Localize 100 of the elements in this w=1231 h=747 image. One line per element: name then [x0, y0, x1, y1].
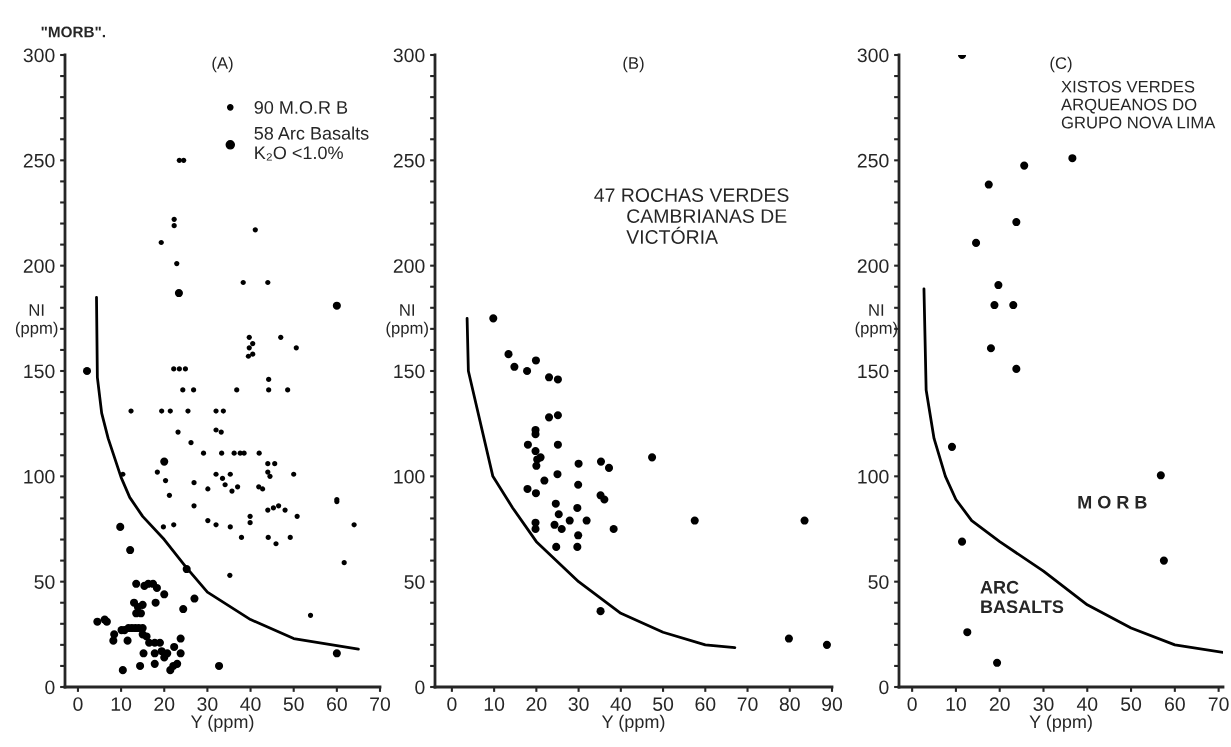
point	[173, 659, 182, 668]
y-tick-label: 150	[24, 364, 55, 379]
point	[138, 600, 147, 609]
x-tick-label: 0	[907, 697, 917, 711]
y-tick-label: 100	[858, 469, 889, 484]
point	[332, 649, 341, 658]
point	[963, 628, 972, 637]
point	[332, 301, 341, 310]
point	[552, 542, 561, 551]
x-tick-label: 40	[1076, 697, 1098, 711]
x-tick-label: 60	[327, 697, 347, 711]
point	[582, 516, 591, 525]
point	[990, 301, 999, 310]
x-tick-label: 10	[946, 697, 966, 711]
x-tick-label: 40	[240, 697, 261, 711]
x-tick-label: 50	[283, 697, 304, 711]
x-tick-label: 0	[73, 697, 83, 711]
point	[1012, 364, 1021, 373]
point	[822, 640, 831, 649]
point	[553, 470, 562, 479]
x-tick-label: 20	[526, 697, 547, 711]
point	[540, 476, 549, 485]
y-axis-title: NI (ppm)	[855, 304, 898, 338]
point	[150, 649, 159, 658]
point	[596, 457, 606, 466]
point	[523, 484, 532, 494]
point	[573, 542, 582, 551]
point	[152, 583, 161, 593]
point	[800, 516, 809, 525]
point	[176, 649, 185, 658]
y-tick-label: 100	[394, 469, 425, 484]
chart-title: (C)	[1050, 56, 1072, 73]
point	[1159, 556, 1168, 565]
y-tick-label: 0	[879, 680, 889, 695]
x-tick-label: 80	[779, 697, 800, 711]
point	[160, 590, 169, 599]
y-tick-label: 100	[24, 469, 55, 484]
x-axis-title: Y (ppm)	[601, 714, 665, 732]
point	[139, 649, 148, 658]
point	[553, 375, 562, 384]
x-tick-label: 70	[737, 697, 758, 711]
point	[151, 598, 160, 607]
point	[132, 579, 141, 588]
point	[523, 440, 532, 449]
y-tick-label: 300	[393, 48, 425, 63]
point	[179, 605, 188, 614]
chart-title: (B)	[623, 56, 644, 73]
point	[972, 238, 981, 247]
point	[136, 661, 145, 670]
point	[174, 289, 183, 298]
point	[1156, 471, 1165, 480]
point	[986, 344, 995, 353]
point	[531, 489, 540, 498]
point	[150, 659, 159, 668]
x-tick-label: 50	[653, 697, 674, 711]
x-tick-label: 30	[1033, 697, 1054, 711]
point	[160, 457, 169, 466]
x-axis-title: Y (ppm)	[190, 714, 254, 732]
point	[489, 314, 498, 323]
point	[504, 350, 513, 359]
annotation: 47 ROCHAS VERDES CAMBRIANAS DE VICTÓRIA	[594, 188, 789, 244]
y-tick-label: 50	[404, 575, 425, 589]
point	[532, 461, 541, 470]
y-tick-label: 150	[858, 364, 889, 379]
point	[554, 510, 563, 519]
point	[544, 413, 554, 422]
y-tick-label: 250	[23, 153, 55, 168]
y-tick-label: 150	[394, 364, 425, 379]
x-tick-label: 50	[1121, 697, 1142, 711]
point	[531, 447, 540, 456]
line-series	[922, 287, 1223, 654]
point	[596, 607, 605, 616]
point	[1009, 301, 1018, 310]
point	[170, 642, 179, 652]
y-tick-label: 0	[45, 680, 55, 695]
point	[574, 459, 583, 468]
x-tick-label: 30	[568, 697, 589, 711]
legend-label: 58 Arc Basalts K₂O <1.0%	[254, 126, 369, 161]
y-tick-label: 200	[857, 259, 889, 273]
point	[553, 440, 562, 449]
x-tick-label: 10	[484, 697, 505, 711]
x-tick-label: 10	[111, 697, 132, 711]
x-tick-label: 90	[822, 697, 843, 711]
y-tick-label: 300	[857, 48, 889, 63]
point	[947, 442, 957, 451]
point	[1020, 161, 1029, 170]
point	[553, 411, 562, 420]
y-tick-label: 250	[393, 153, 425, 168]
point	[510, 362, 519, 371]
point	[163, 649, 172, 658]
point	[984, 180, 993, 189]
point	[574, 531, 583, 540]
point	[604, 463, 614, 472]
point	[565, 516, 574, 525]
y-tick-label: 200	[393, 259, 425, 273]
point	[176, 634, 185, 643]
legend-label: 90 M.O.R B	[254, 101, 348, 114]
point	[116, 522, 125, 531]
line-series	[465, 316, 737, 649]
point	[784, 634, 793, 643]
